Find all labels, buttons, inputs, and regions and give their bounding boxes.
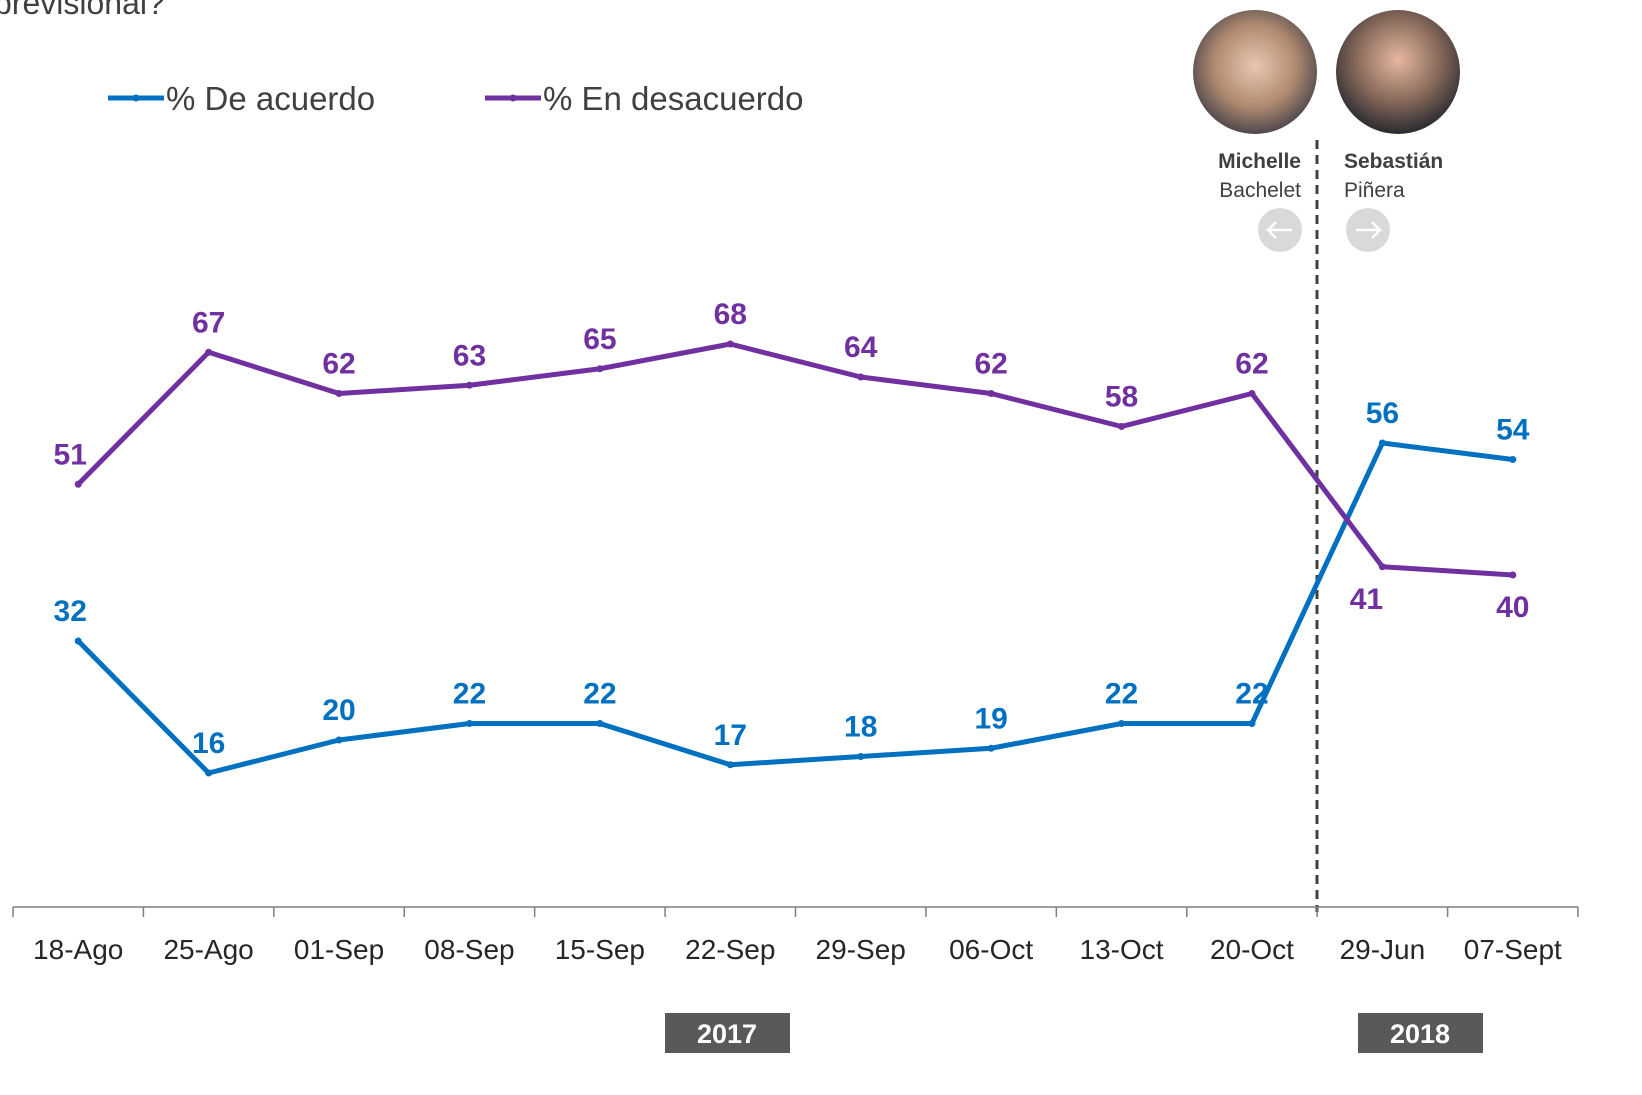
data-label: 17	[714, 719, 747, 752]
series-line	[76, 341, 1513, 578]
data-point	[465, 720, 473, 727]
data-point	[987, 390, 995, 397]
data-point	[1378, 563, 1386, 571]
data-point	[1248, 390, 1256, 397]
data-label: 54	[1496, 414, 1530, 447]
data-point	[987, 744, 995, 752]
x-tick-label: 29-Jun	[1340, 934, 1426, 965]
data-label: 58	[1105, 381, 1138, 414]
photo-bachelet	[1193, 10, 1317, 134]
x-tick-label: 06-Oct	[949, 934, 1033, 965]
president-name: Michelle	[1218, 150, 1301, 173]
data-point	[1118, 720, 1126, 727]
data-point	[596, 720, 604, 727]
x-tick-label: 25-Ago	[163, 934, 253, 965]
year-box	[1358, 1013, 1483, 1053]
president-surname: Piñera	[1344, 179, 1405, 202]
x-tick-label: 15-Sep	[555, 934, 645, 965]
photo-pinera	[1336, 10, 1460, 134]
data-point	[1509, 571, 1517, 579]
data-label: 19	[974, 702, 1007, 735]
arrow-right	[1346, 208, 1390, 252]
year-label: 2017	[697, 1019, 757, 1049]
x-tick-label: 22-Sep	[685, 934, 775, 965]
data-label: 62	[322, 348, 355, 381]
data-point	[205, 769, 213, 777]
data-label: 20	[322, 694, 355, 727]
data-point	[857, 373, 865, 381]
data-point	[74, 480, 82, 488]
data-label: 22	[1105, 678, 1138, 711]
legend-marker	[132, 94, 140, 102]
data-point	[465, 381, 473, 389]
data-label: 62	[974, 348, 1007, 381]
data-point	[74, 637, 82, 645]
data-label: 22	[1235, 678, 1268, 711]
data-point	[1248, 720, 1256, 727]
data-label: 63	[453, 339, 486, 372]
data-point	[726, 340, 734, 348]
data-point	[335, 390, 343, 397]
year-label: 2018	[1390, 1019, 1450, 1049]
x-tick-label: 20-Oct	[1210, 934, 1294, 965]
data-label: 22	[583, 678, 616, 711]
x-tick-label: 07-Sept	[1464, 934, 1562, 965]
x-tick-label: 13-Oct	[1080, 934, 1164, 965]
chart-title: previsional?	[0, 0, 165, 21]
data-point	[596, 365, 604, 373]
data-label: 41	[1350, 583, 1383, 616]
data-label: 65	[583, 323, 616, 356]
data-label: 62	[1235, 348, 1268, 381]
data-label: 18	[844, 711, 877, 744]
x-tick-label: 01-Sep	[294, 934, 384, 965]
data-label: 16	[192, 727, 225, 760]
president-surname: Bachelet	[1219, 179, 1301, 202]
x-tick-label: 18-Ago	[33, 934, 123, 965]
series-line	[76, 440, 1514, 776]
data-point	[335, 736, 343, 744]
data-label: 32	[54, 595, 87, 628]
president-name: Sebastián	[1344, 150, 1443, 173]
legend: % De acuerdo % En desacuerdo	[108, 80, 804, 117]
data-label: 56	[1366, 397, 1399, 430]
x-tick-label: 29-Sep	[816, 934, 906, 965]
legend-label: % De acuerdo	[166, 80, 375, 117]
arrow-left	[1258, 208, 1302, 252]
data-point	[205, 348, 213, 356]
data-point	[1509, 456, 1517, 463]
data-label: 64	[844, 331, 878, 364]
data-label: 51	[54, 438, 87, 471]
data-point	[857, 753, 865, 760]
x-tick-label: 08-Sep	[424, 934, 514, 965]
data-label: 68	[714, 298, 747, 331]
data-label: 40	[1496, 591, 1529, 624]
data-label: 67	[192, 306, 225, 339]
legend-marker	[509, 94, 517, 102]
legend-label: % En desacuerdo	[543, 80, 804, 117]
data-label: 22	[453, 678, 486, 711]
data-point	[1118, 423, 1126, 430]
year-box	[665, 1013, 790, 1053]
data-point	[726, 761, 734, 769]
data-point	[1378, 439, 1386, 447]
